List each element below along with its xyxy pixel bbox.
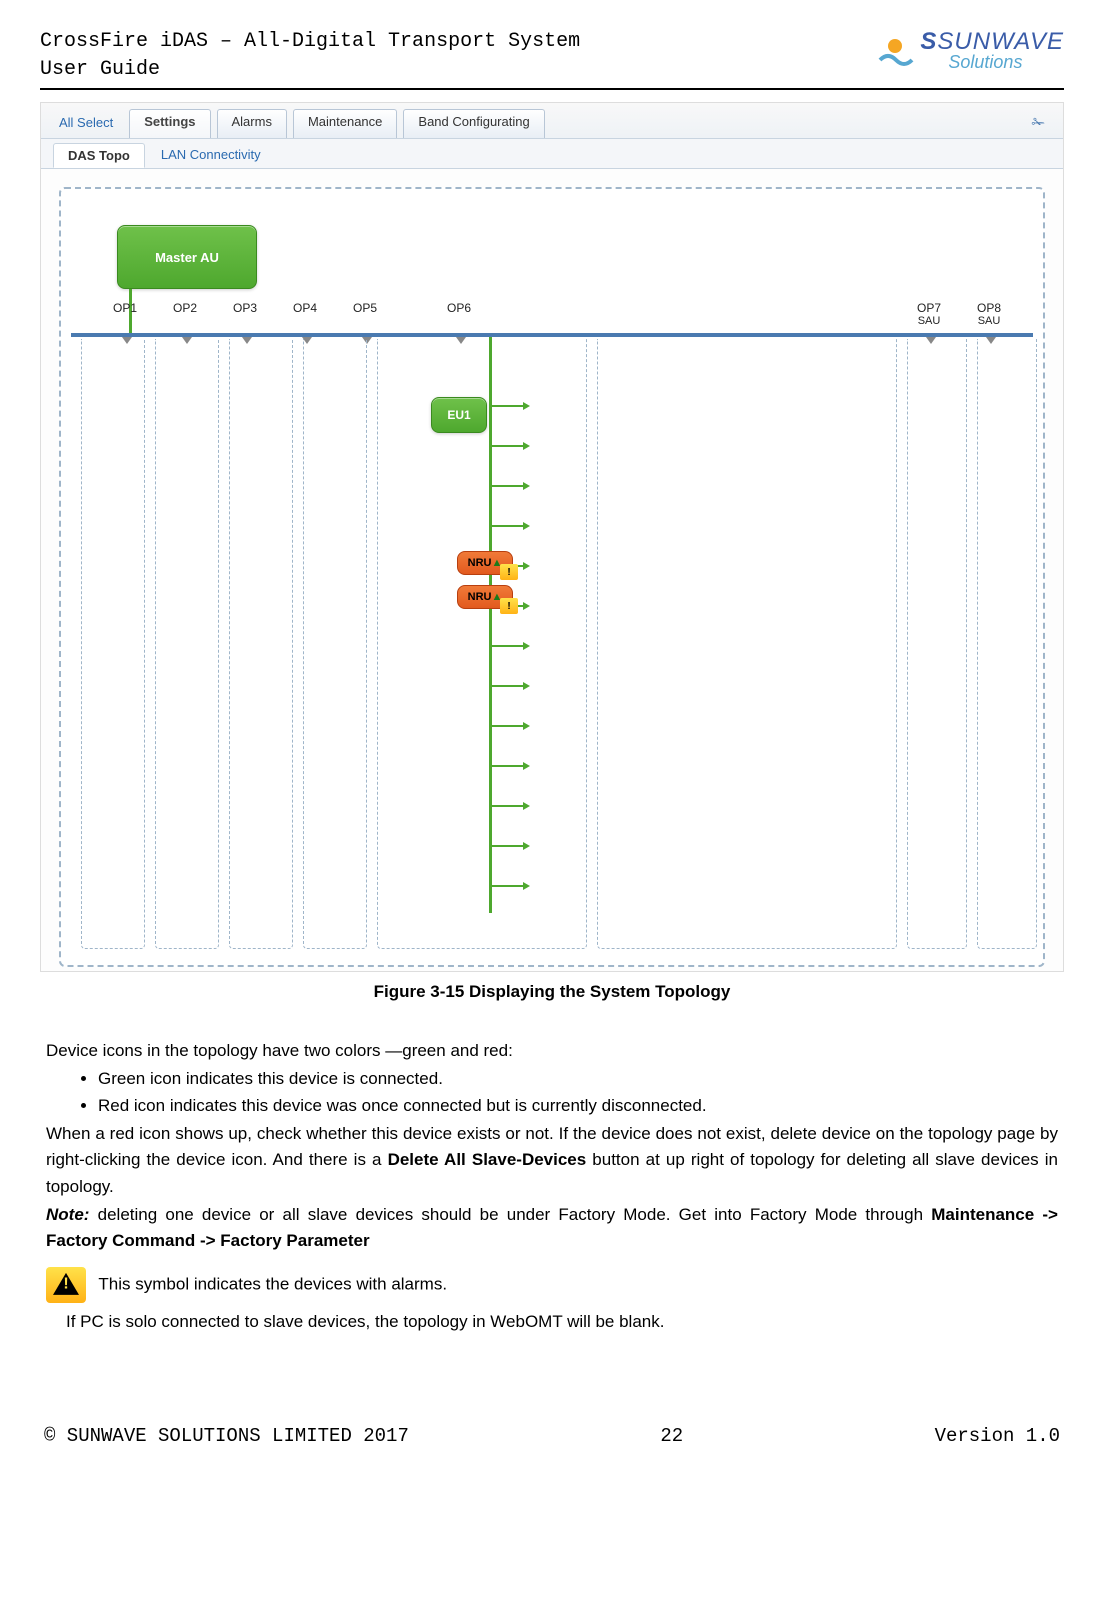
header-line2: User Guide xyxy=(40,56,580,84)
arrow-icon xyxy=(523,842,530,850)
nru-label: NRU xyxy=(468,591,492,603)
sub-tabbar: DAS Topo LAN Connectivity xyxy=(41,139,1063,169)
arrow-icon xyxy=(523,562,530,570)
arrow-icon xyxy=(523,682,530,690)
subtab-lan[interactable]: LAN Connectivity xyxy=(147,143,275,168)
page-header: CrossFire iDAS – All-Digital Transport S… xyxy=(40,28,1064,84)
warning-triangle-icon xyxy=(46,1267,86,1303)
op-label: OP8SAU xyxy=(977,301,1001,327)
arrow-icon xyxy=(523,642,530,650)
logo-text-main: S xyxy=(920,28,937,55)
arrow-icon xyxy=(523,482,530,490)
tab-maintenance[interactable]: Maintenance xyxy=(293,109,397,138)
warn-symbol-line: This symbol indicates the devices with a… xyxy=(46,1267,1058,1303)
subtab-das-topo[interactable]: DAS Topo xyxy=(53,143,145,168)
op-label: OP6 xyxy=(447,301,471,315)
tab-band-config[interactable]: Band Configurating xyxy=(403,109,544,138)
op-region xyxy=(907,339,967,949)
branch-stub xyxy=(489,525,523,527)
footer-page-number: 22 xyxy=(660,1425,683,1447)
nru-label: NRU xyxy=(468,557,492,569)
tab-alarms[interactable]: Alarms xyxy=(217,109,287,138)
note-paragraph: Note: deleting one device or all slave d… xyxy=(46,1202,1058,1255)
list-item: Red icon indicates this device was once … xyxy=(98,1093,1058,1119)
topology-canvas: Master AU OP1 OP2 OP3 OP4 OP5 OP6 OP7SAU OP8SAU… xyxy=(59,187,1045,967)
op-region xyxy=(81,339,145,949)
branch-stub xyxy=(489,805,523,807)
tab-settings[interactable]: Settings xyxy=(129,109,210,138)
logo-text-main2: SUNWAVE xyxy=(937,28,1064,55)
op-label: OP5 xyxy=(353,301,377,315)
figure-caption: Figure 3-15 Displaying the System Topolo… xyxy=(40,982,1064,1002)
op-region xyxy=(229,339,293,949)
arrow-icon xyxy=(523,442,530,450)
branch-stub xyxy=(489,885,523,887)
screenshot: All Select Settings Alarms Maintenance B… xyxy=(40,102,1064,972)
warning-icon: ! xyxy=(500,598,518,614)
body-text: Device icons in the topology have two co… xyxy=(40,1038,1064,1335)
header-title-block: CrossFire iDAS – All-Digital Transport S… xyxy=(40,28,580,84)
logo-text-sub: Solutions xyxy=(948,52,1022,73)
op-region xyxy=(155,339,219,949)
node-master-au[interactable]: Master AU xyxy=(117,225,257,289)
main-tabbar: All Select Settings Alarms Maintenance B… xyxy=(41,103,1063,139)
op-label: OP1 xyxy=(113,301,137,315)
arrow-icon xyxy=(523,522,530,530)
footer-left: © SUNWAVE SOLUTIONS LIMITED 2017 xyxy=(44,1425,409,1447)
solo-line: If PC is solo connected to slave devices… xyxy=(66,1309,1058,1335)
text: deleting one device or all slave devices… xyxy=(89,1205,931,1224)
op-region xyxy=(303,339,367,949)
topology-bus xyxy=(71,333,1033,337)
header-line1: CrossFire iDAS – All-Digital Transport S… xyxy=(40,28,580,56)
arrow-icon xyxy=(523,722,530,730)
branch-stub xyxy=(489,725,523,727)
branch-stub xyxy=(489,645,523,647)
node-eu1[interactable]: EU1 xyxy=(431,397,487,433)
tab-all-select[interactable]: All Select xyxy=(49,109,123,138)
warning-icon: ! xyxy=(500,564,518,580)
share-icon[interactable]: ✁ xyxy=(1022,109,1055,138)
branch-stub xyxy=(489,485,523,487)
arrow-icon xyxy=(523,802,530,810)
header-rule xyxy=(40,88,1064,90)
op-region xyxy=(597,339,897,949)
op-region xyxy=(977,339,1037,949)
branch-stub xyxy=(489,685,523,687)
intro-line: Device icons in the topology have two co… xyxy=(46,1038,1058,1064)
footer-right: Version 1.0 xyxy=(935,1425,1060,1447)
node-nru-2[interactable]: NRU▲ ! xyxy=(457,585,513,609)
op-label: OP2 xyxy=(173,301,197,315)
text: This symbol indicates the devices with a… xyxy=(94,1274,447,1293)
arrow-icon xyxy=(523,602,530,610)
note-label: Note: xyxy=(46,1205,89,1224)
arrow-icon xyxy=(523,402,530,410)
arrow-icon xyxy=(523,762,530,770)
page-footer: © SUNWAVE SOLUTIONS LIMITED 2017 22 Vers… xyxy=(40,1425,1064,1447)
op-label: OP4 xyxy=(293,301,317,315)
color-list: Green icon indicates this device is conn… xyxy=(98,1066,1058,1119)
connector-eu xyxy=(489,337,492,913)
node-nru-1[interactable]: NRU▲ ! xyxy=(457,551,513,575)
arrow-icon xyxy=(523,882,530,890)
branch-stub xyxy=(489,845,523,847)
branch-stub xyxy=(489,445,523,447)
branch-stub xyxy=(489,405,523,407)
logo-icon xyxy=(876,32,914,70)
text-bold: Delete All Slave-Devices xyxy=(388,1150,587,1169)
paragraph-delete: When a red icon shows up, check whether … xyxy=(46,1121,1058,1200)
op-label: OP7SAU xyxy=(917,301,941,327)
logo: SSUNWAVE Solutions xyxy=(876,28,1064,73)
op-label: OP3 xyxy=(233,301,257,315)
branch-stub xyxy=(489,765,523,767)
list-item: Green icon indicates this device is conn… xyxy=(98,1066,1058,1092)
